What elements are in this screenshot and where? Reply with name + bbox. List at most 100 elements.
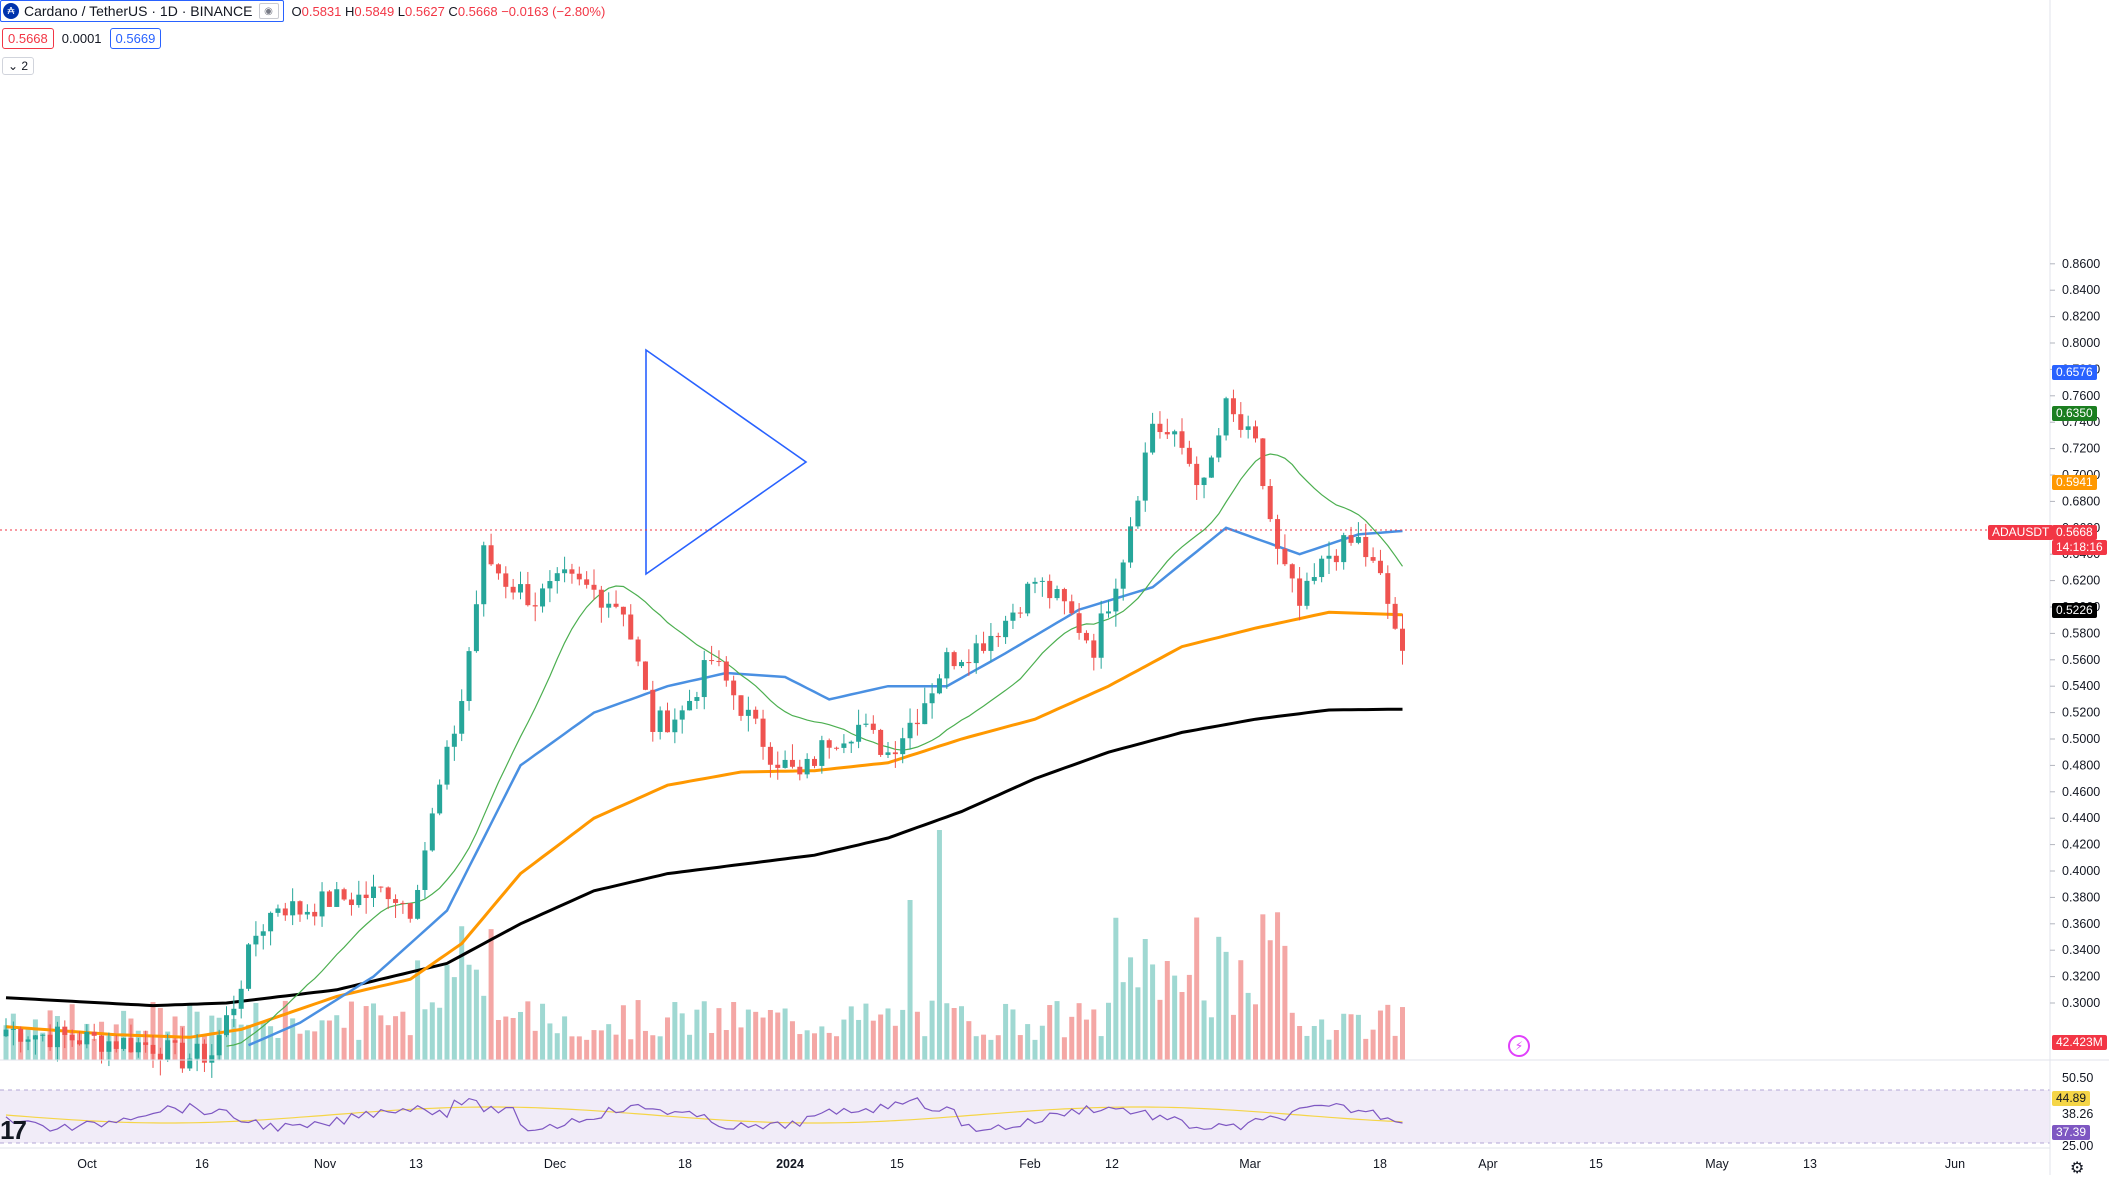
volume-bar	[1194, 917, 1200, 1060]
volume-bar	[1142, 938, 1148, 1060]
rsi-ma-tag: 44.89	[2052, 1091, 2091, 1106]
volume-bar	[341, 1027, 347, 1060]
volume-bar	[334, 1015, 340, 1060]
price-axis-label: 0.4800	[2062, 758, 2100, 772]
volume-bar	[1363, 1038, 1369, 1060]
price-axis-label: 0.3400	[2062, 943, 2100, 957]
time-axis-label: 18	[678, 1157, 692, 1171]
candle	[679, 705, 685, 734]
volume-bar	[400, 1011, 406, 1060]
volume-bar	[1341, 1013, 1347, 1060]
candle	[914, 708, 920, 736]
candle	[819, 735, 825, 774]
price-axis-label: 0.5000	[2062, 732, 2100, 746]
lightning-icon[interactable]: ⚡	[1508, 1035, 1530, 1057]
candle	[1083, 630, 1089, 644]
volume-bar	[40, 1032, 46, 1060]
volume-bar	[510, 1017, 516, 1060]
time-axis-label: Nov	[314, 1157, 337, 1171]
time-axis-label: Oct	[77, 1157, 97, 1171]
volume-bar	[429, 1002, 435, 1060]
ma-blue-tag: 0.6576	[2052, 365, 2097, 380]
volume-bar	[1054, 1001, 1060, 1060]
volume-bar	[782, 1008, 788, 1060]
volume-bar	[1326, 1039, 1332, 1060]
volume-bar	[415, 960, 421, 1060]
candle	[716, 650, 722, 667]
candle	[165, 1033, 171, 1062]
volume-bar	[1032, 1039, 1038, 1060]
volume-bar	[753, 1011, 759, 1060]
volume-bar	[488, 929, 494, 1060]
volume-bar	[1216, 936, 1222, 1060]
volume-bar	[598, 1030, 604, 1060]
volume-bar	[760, 1017, 766, 1060]
candle	[282, 902, 288, 921]
volume-bar	[1113, 917, 1119, 1060]
volume-bar	[591, 1030, 597, 1060]
candle	[47, 1024, 53, 1051]
volume-bar	[936, 830, 942, 1060]
volume-bar	[988, 1039, 994, 1060]
volume-bar	[1186, 974, 1192, 1060]
candle	[1010, 603, 1016, 629]
candle	[18, 1026, 24, 1053]
tradingview-logo[interactable]: 17	[0, 1115, 27, 1145]
candle	[540, 583, 546, 613]
time-axis-label: 2024	[776, 1157, 804, 1171]
indicators-collapse-button[interactable]: ⌄ 2	[2, 57, 35, 75]
price-change: −0.0163 (−2.80%)	[501, 3, 606, 19]
volume-bar	[547, 1023, 553, 1060]
volume-bar	[981, 1034, 987, 1060]
candle	[981, 631, 987, 654]
eye-icon[interactable]: ◉	[258, 3, 279, 19]
volume-bar	[1253, 1004, 1258, 1060]
candle	[451, 725, 457, 761]
spread-value: 0.0001	[61, 31, 102, 46]
candle	[929, 683, 935, 719]
volume-bar	[378, 1015, 384, 1060]
candle	[1142, 442, 1148, 512]
candle	[1047, 574, 1053, 609]
candle	[40, 1034, 46, 1042]
volume-bar	[363, 1006, 369, 1060]
candle	[275, 904, 281, 917]
symbol-tag: ADAUSDT	[1988, 525, 2054, 540]
volume-bar	[856, 1019, 862, 1060]
volume-bar	[290, 1018, 296, 1060]
candle	[753, 706, 759, 725]
volume-bar	[466, 964, 472, 1060]
volume-bar	[525, 1001, 531, 1060]
candle	[1164, 418, 1170, 439]
candle	[1098, 600, 1104, 669]
candle	[532, 592, 538, 622]
sell-button[interactable]: 0.5668	[2, 28, 54, 49]
candle	[481, 541, 487, 617]
candle	[1194, 456, 1200, 500]
candle	[268, 911, 274, 946]
volume-bar	[1370, 1029, 1376, 1060]
rsi-indicator	[5, 1097, 1403, 1132]
ma-100-line	[5, 610, 1403, 1039]
volume-bar	[224, 1024, 229, 1060]
candle	[216, 1029, 222, 1061]
candle	[789, 744, 795, 769]
candle	[157, 1047, 163, 1076]
volume-bar	[679, 1013, 685, 1060]
time-axis-label: 13	[1803, 1157, 1817, 1171]
volume-bar	[495, 1019, 501, 1060]
time-axis-label: 16	[195, 1157, 209, 1171]
candle	[1355, 522, 1361, 545]
volume-bar	[385, 1025, 391, 1060]
symbol-title[interactable]: Cardano / TetherUS · 1D · BINANCE	[24, 3, 253, 19]
symbol-box[interactable]: ₳ Cardano / TetherUS · 1D · BINANCE ◉	[0, 0, 284, 22]
candle	[694, 691, 700, 709]
candle	[319, 882, 325, 927]
candle	[437, 779, 443, 816]
volume-bar	[841, 1019, 847, 1060]
gear-icon[interactable]: ⚙	[2070, 1160, 2085, 1177]
price-axis-label: 0.8400	[2062, 283, 2100, 297]
buy-button[interactable]: 0.5669	[109, 28, 162, 49]
volume-bar	[914, 1011, 920, 1060]
